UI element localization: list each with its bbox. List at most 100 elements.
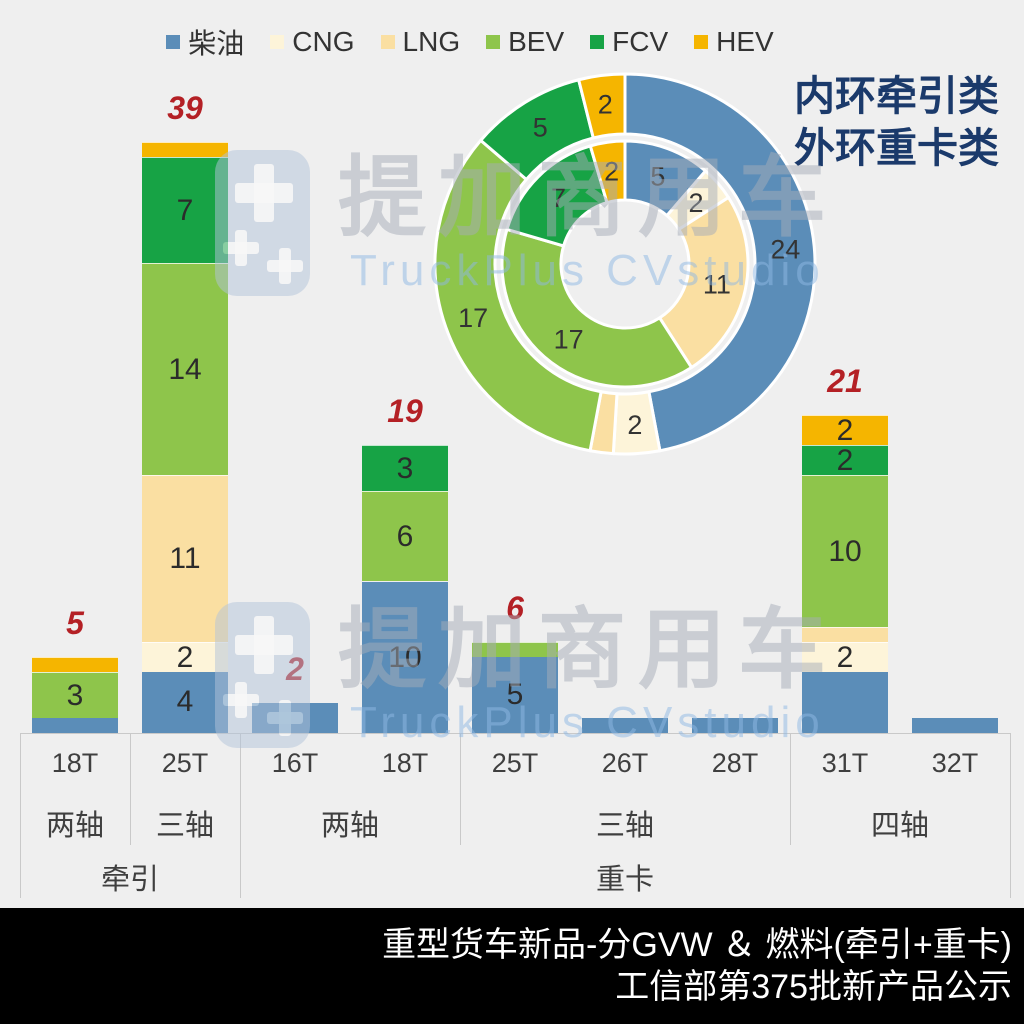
donut-note-outer-ring: 外环重卡类: [794, 125, 999, 171]
bar-segment-柴油: 4: [142, 672, 228, 733]
bar-segment-柴油: [692, 717, 778, 733]
axis-tonnage-label: 18T: [381, 748, 429, 778]
bar-segment-value: 2: [836, 413, 854, 447]
bar-segment-柴油: 5: [472, 657, 558, 733]
bar-segment-value: 3: [66, 679, 84, 713]
axis-tonnage-label: 16T: [271, 748, 319, 778]
bar-segment-FCV: 3: [362, 445, 448, 491]
footer-subtitle: 工信部第375批新产品公示: [615, 968, 1012, 1006]
axis-tonnage-label: 25T: [491, 748, 539, 778]
donut-slice-LNG: [658, 196, 750, 369]
axis-axle-group-label: 两轴: [320, 810, 379, 842]
footer-title: 重型货车新品-分GVW ＆ 燃料(牵引+重卡): [382, 926, 1012, 964]
watermark-title: 提加商用车: [338, 148, 839, 247]
axis-tonnage-label: 18T: [51, 748, 99, 778]
donut-slice-HEV: [577, 72, 627, 140]
donut-note-inner-ring: 内环牵引类: [794, 73, 999, 119]
bar-segment-FCV: 7: [142, 157, 228, 264]
bar-segment-value: 6: [396, 519, 414, 553]
legend-item: FCV: [590, 26, 668, 58]
plus-icon: [223, 230, 259, 266]
donut-slice-value: 24: [770, 235, 800, 265]
bar-total-label: 5: [66, 605, 84, 642]
donut-slice-FCV: [505, 144, 609, 248]
bar-total-label: 2: [286, 650, 304, 687]
donut-slice-value: 5: [650, 161, 665, 191]
axis-tonnage-label: 32T: [931, 748, 979, 778]
donut-slice-value: 7: [551, 183, 566, 213]
legend: 柴油 CNG LNG BEV FCV HEV: [0, 22, 940, 62]
watermark-subtitle: TruckPlus CVstudio: [350, 246, 825, 295]
donut-slice-value: 2: [598, 90, 613, 120]
legend-item-label: FCV: [612, 26, 669, 57]
bar-segment-LNG: [802, 626, 888, 643]
bar-segment-value: 2: [836, 641, 854, 675]
axis-separator-line: [790, 733, 791, 845]
axis-separator-line: [1010, 733, 1011, 898]
axis-axle-group-label: 三轴: [155, 810, 214, 842]
donut-slice-HEV: [588, 139, 627, 205]
donut-slice-value: 17: [554, 325, 584, 355]
bar-segment-LNG: 11: [142, 475, 228, 643]
legend-swatch-icon: [590, 35, 605, 49]
axis-separator-line: [20, 733, 21, 898]
axis-class-group-label: 重卡: [595, 864, 654, 896]
bar-segment-柴油: [32, 717, 118, 733]
axis-separator-line: [460, 733, 461, 845]
bar-segment-value: 3: [396, 452, 414, 486]
bar-segment-FCV: 2: [802, 444, 888, 478]
legend-item: LNG: [380, 26, 461, 58]
bar-segment-value: 10: [828, 535, 862, 569]
legend-item: BEV: [486, 26, 564, 58]
legend-item: CNG: [270, 26, 355, 58]
bar-total-label: 19: [387, 393, 423, 430]
bar-total-label: 39: [167, 90, 203, 127]
legend-item-label: CNG: [292, 26, 355, 57]
donut-slice-LNG: [588, 390, 619, 456]
axis-tonnage-label: 26T: [601, 748, 649, 778]
legend-swatch-icon: [486, 35, 501, 49]
donut-slice-value: 17: [458, 303, 488, 333]
axis-class-group-label: 牵引: [100, 864, 159, 896]
donut-slice-FCV: [479, 78, 595, 181]
bar-segment-柴油: 10: [362, 581, 448, 733]
legend-swatch-icon: [694, 35, 709, 49]
legend-item-label: BEV: [508, 26, 565, 57]
axis-axle-group-label: 四轴: [870, 810, 929, 842]
axis-separator-line: [240, 733, 241, 898]
bar-total-label: 6: [506, 590, 524, 627]
donut-slice-value: 2: [627, 410, 642, 440]
donut-slice-value: 5: [533, 113, 548, 143]
axis-separator-line: [130, 733, 131, 845]
legend-swatch-icon: [166, 35, 181, 49]
bar-segment-value: 2: [176, 641, 194, 675]
donut-slice-value: 11: [703, 269, 731, 299]
bar-segment-value: 4: [176, 685, 194, 719]
bar-segment-柴油: [802, 672, 888, 733]
legend-swatch-icon: [380, 35, 395, 49]
axis-axle-group-label: 两轴: [45, 810, 104, 842]
bar-segment-柴油: [582, 717, 668, 733]
legend-item-label: HEV: [716, 26, 774, 57]
bar-segment-HEV: 2: [802, 413, 888, 447]
bar-segment-CNG: 2: [802, 641, 888, 675]
bar-segment-value: 7: [176, 194, 194, 228]
donut-slice-柴油: [623, 72, 817, 453]
bar-segment-value: 14: [168, 353, 202, 387]
bar-total-label: 21: [827, 362, 863, 399]
donut-slice-BEV: [500, 227, 693, 389]
legend-item-label: LNG: [402, 26, 461, 57]
bar-segment-value: 2: [836, 444, 854, 478]
legend-swatch-icon: [270, 35, 285, 49]
bar-segment-HEV: [32, 657, 118, 673]
axis-tonnage-label: 25T: [161, 748, 209, 778]
bar-segment-柴油: [252, 702, 338, 733]
axis-baseline: [20, 733, 1010, 734]
bar-segment-value: 11: [169, 542, 201, 576]
plus-icon: [235, 164, 293, 222]
bar-segment-HEV: [142, 142, 228, 158]
legend-item-label: 柴油: [188, 28, 245, 59]
donut-slice-CNG: [665, 169, 730, 231]
bar-segment-BEV: 3: [32, 672, 118, 718]
